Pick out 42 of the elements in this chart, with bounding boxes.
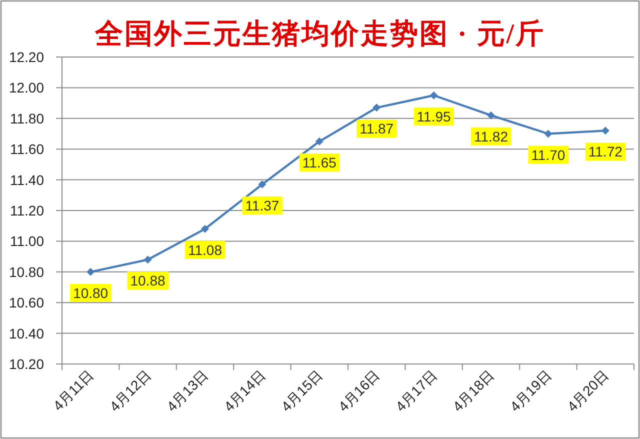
- y-tick-label: 10.80: [8, 264, 44, 280]
- chart-title: 全国外三元生猪均价走势图 · 元/斤: [94, 18, 546, 50]
- x-tick-label: 4月20日: [564, 366, 612, 414]
- data-label: 11.72: [588, 144, 623, 160]
- x-tick-label: 4月19日: [506, 366, 554, 414]
- point: [315, 137, 324, 146]
- y-tick-label: 11.60: [10, 141, 44, 158]
- data-label: 11.70: [531, 146, 566, 163]
- data-label: 11.87: [360, 120, 394, 137]
- x-tick-label: 4月13日: [163, 366, 212, 414]
- data-label: 11.08: [188, 242, 222, 258]
- y-tick-label: 12.20: [8, 49, 44, 65]
- data-label: 10.88: [130, 272, 166, 289]
- point: [430, 91, 438, 100]
- data-label: 11.37: [245, 197, 280, 214]
- x-tick-label: 4月16日: [335, 366, 383, 414]
- x-tick-label: 4月18日: [449, 366, 498, 414]
- point: [544, 130, 552, 138]
- data-label: 10.80: [73, 284, 108, 301]
- point: [601, 126, 610, 135]
- x-tick-label: 4月15日: [278, 366, 326, 414]
- x-tick-label: 4月14日: [220, 366, 268, 414]
- x-tick-label: 4月11日: [50, 366, 97, 414]
- y-tick-label: 10.20: [8, 356, 44, 372]
- y-tick-label: 10.60: [8, 294, 44, 311]
- point: [201, 224, 209, 233]
- y-tick-label: 12.00: [8, 80, 44, 96]
- y-tick-label: 11.80: [10, 110, 44, 126]
- data-label: 11.95: [416, 108, 452, 124]
- point: [372, 104, 381, 112]
- x-tick-label: 4月12日: [106, 366, 154, 414]
- data-label: 11.82: [474, 128, 508, 144]
- point: [258, 180, 266, 188]
- point: [144, 256, 152, 264]
- y-tick-label: 11.40: [10, 172, 44, 188]
- x-tick-label: 4月17日: [392, 366, 440, 414]
- point: [487, 111, 495, 120]
- y-tick-label: 10.40: [8, 325, 44, 342]
- y-tick-label: 11.00: [10, 233, 44, 250]
- point: [86, 268, 95, 276]
- y-tick-label: 11.20: [10, 202, 44, 218]
- data-label: 11.65: [302, 154, 337, 170]
